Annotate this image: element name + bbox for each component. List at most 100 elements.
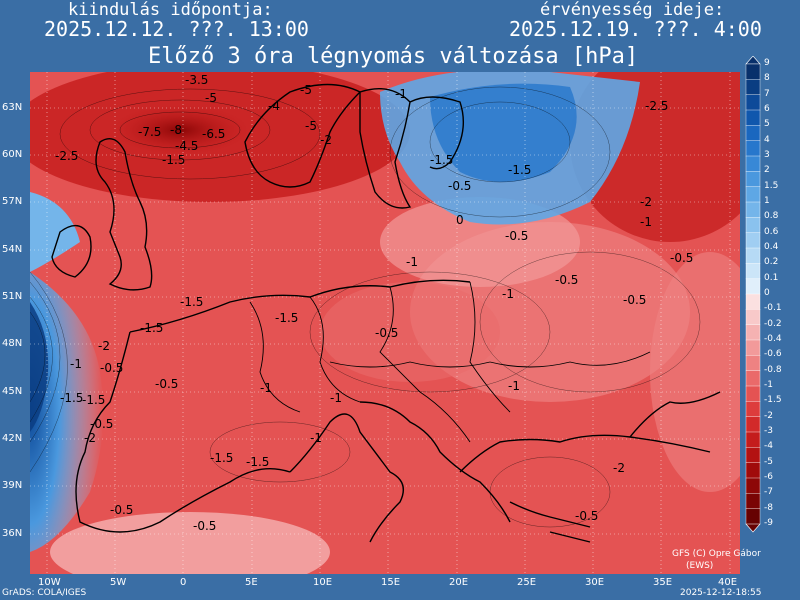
- colorbar-swatch: [745, 462, 761, 479]
- colorbar-swatch: [745, 278, 761, 295]
- start-time-value: 2025.12.12. ???. 13:00: [44, 17, 309, 41]
- colorbar-swatch: [745, 155, 761, 172]
- contour-label: -1: [330, 391, 342, 405]
- colorbar-swatch: [745, 401, 761, 418]
- colorbar-swatch: [745, 477, 761, 494]
- pressure-change-map: -3.5 -5 -7.5 -8 -6.5 -4.5 -2.5 -1.5 -5 -…: [30, 72, 740, 574]
- field-atlantic-blue: [30, 272, 104, 552]
- contour-label: -0.5: [110, 503, 133, 517]
- lon-label: 15E: [381, 577, 401, 588]
- colorbar-swatch: [745, 63, 761, 80]
- colorbar-swatch: [745, 125, 761, 142]
- colorbar-tick-label: 8: [764, 73, 770, 84]
- lon-label: 0: [180, 577, 187, 588]
- contour-label: -1: [406, 255, 418, 269]
- colorbar-tick-label: -0.6: [764, 349, 782, 360]
- lat-label: 63N: [2, 102, 23, 113]
- colorbar-tick-label: -9: [764, 518, 773, 528]
- lon-label: 30E: [585, 577, 605, 588]
- colorbar-swatch: [745, 493, 761, 510]
- lat-label: 36N: [2, 528, 23, 539]
- contour-label: -6.5: [202, 127, 225, 141]
- contour-label: -1: [508, 379, 520, 393]
- contour-label: -2: [613, 461, 625, 475]
- contour-label: -1.5: [162, 153, 185, 167]
- lon-label: 10E: [313, 577, 333, 588]
- lat-label: 39N: [2, 480, 23, 491]
- colorbar-tick-label: 0.8: [764, 211, 779, 222]
- contour-label: -5: [300, 83, 312, 97]
- contour-label: -0.5: [90, 417, 113, 431]
- lon-label: 10W: [38, 577, 61, 588]
- contour-label: -2: [84, 431, 96, 445]
- contour-labels: -3.5 -5 -7.5 -8 -6.5 -4.5 -2.5 -1.5 -5 -…: [55, 73, 693, 533]
- colorbar-swatch: [745, 339, 761, 356]
- field-ireland-blue: [30, 192, 80, 272]
- colorbar-swatch: [745, 370, 761, 387]
- lat-label: 60N: [2, 149, 23, 160]
- contour-label: -1: [310, 431, 322, 445]
- field-core-low: [110, 105, 250, 155]
- colorbar-tick-label: 1.5: [764, 180, 779, 191]
- contour-label: -5: [305, 119, 317, 133]
- lon-label: 5W: [110, 577, 127, 588]
- colorbar-swatch: [745, 171, 761, 188]
- map-title: Előző 3 óra légnyomás változása [hPa]: [148, 44, 639, 69]
- lat-label: 51N: [2, 291, 23, 302]
- model-credit: GFS (C) Opre Gábor (EWS): [672, 548, 761, 572]
- colorbar-tick-label: -8: [764, 502, 773, 513]
- colorbar-tick-label: 0.4: [764, 242, 779, 252]
- contour-label: -1.5: [508, 163, 531, 177]
- colorbar-tick-label: 2: [764, 165, 770, 176]
- lat-label: 57N: [2, 196, 23, 207]
- colorbar-swatch: [745, 355, 761, 372]
- lat-label: 45N: [2, 386, 23, 397]
- colorbar-bottom-arrow: [745, 523, 761, 533]
- contour-label: -1.5: [275, 311, 298, 325]
- country-borders: [249, 281, 651, 443]
- credit-line: (EWS): [686, 561, 714, 571]
- contour-label: -3.5: [185, 73, 208, 87]
- start-time-label: kiindulás időpontja:: [68, 0, 273, 20]
- colorbar-tick-label: -2: [764, 410, 773, 421]
- contour-label: -1: [70, 357, 82, 371]
- contour-label: -1.5: [430, 153, 453, 167]
- contour-label: -2.5: [645, 99, 668, 113]
- contour-label: -4: [268, 99, 280, 113]
- colorbar-swatch: [745, 385, 761, 402]
- valid-time-value: 2025.12.19. ???. 4:00: [509, 17, 762, 41]
- footer-software: GrADS: COLA/IGES: [2, 588, 87, 598]
- contour-label: -0.5: [155, 377, 178, 391]
- colorbar-swatch: [745, 186, 761, 203]
- contour-label: -0.5: [100, 361, 123, 375]
- colorbar-tick-label: -4: [764, 441, 773, 452]
- lon-label: 35E: [653, 577, 673, 588]
- contour-label: -0.5: [670, 251, 693, 265]
- contour-label: -1.5: [180, 295, 203, 309]
- lon-label: 20E: [449, 577, 469, 588]
- colorbar-swatch: [745, 324, 761, 341]
- contour-label: -8: [170, 123, 182, 137]
- contour-label: -1.5: [246, 455, 269, 469]
- contour-label: -1: [502, 287, 514, 301]
- colorbar-swatch: [745, 508, 761, 525]
- contour-label: -0.5: [575, 509, 598, 523]
- colorbar-swatch: [745, 263, 761, 280]
- contour-label: -0.5: [555, 273, 578, 287]
- lon-label: 40E: [718, 577, 738, 588]
- colorbar-swatch: [745, 201, 761, 218]
- contour-label: -0.5: [193, 519, 216, 533]
- contour-label: -5: [205, 91, 217, 105]
- colorbar-swatch: [745, 309, 761, 326]
- lat-label: 42N: [2, 433, 23, 444]
- colorbar-tick-label: -7: [764, 487, 773, 498]
- colorbar-tick-label: 6: [764, 104, 770, 114]
- contour-label: -1.5: [210, 451, 233, 465]
- map-canvas: -3.5 -5 -7.5 -8 -6.5 -4.5 -2.5 -1.5 -5 -…: [30, 72, 740, 574]
- colorbar-tick-label: 7: [764, 88, 770, 99]
- contour-label: -0.5: [505, 229, 528, 243]
- colorbar-tick-label: 0.1: [764, 272, 779, 283]
- colorbar-tick-label: -1: [764, 380, 773, 390]
- colorbar-tick-label: 3: [764, 150, 770, 160]
- colorbar: [745, 56, 761, 533]
